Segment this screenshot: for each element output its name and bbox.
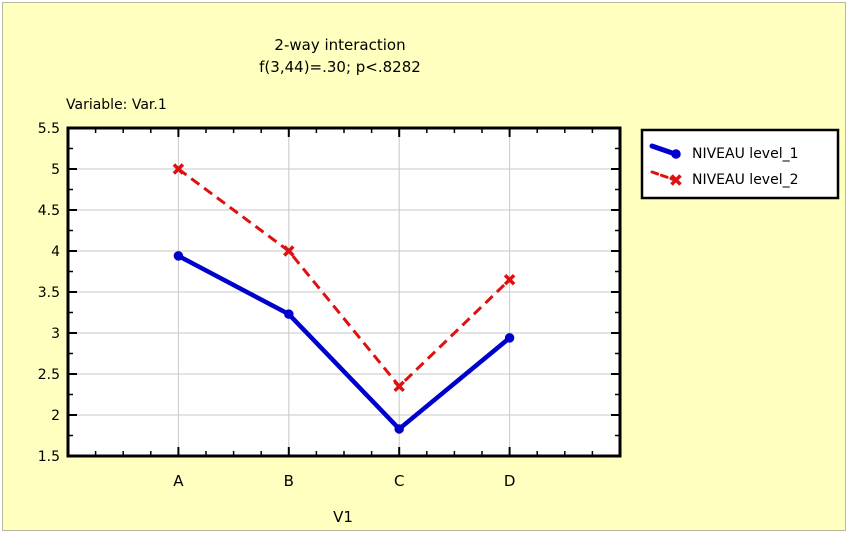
marker-stroke bbox=[670, 174, 682, 186]
x-tick-label: A bbox=[173, 472, 184, 490]
data-point-s1-A bbox=[173, 251, 184, 261]
data-point-s1-C bbox=[394, 424, 404, 434]
x-tick-label: D bbox=[504, 472, 516, 490]
legend-swatch-marker bbox=[670, 174, 682, 186]
x-tick-labels: A B C D bbox=[173, 472, 515, 490]
y-tick-label: 4 bbox=[51, 244, 60, 260]
chart-subtitle: f(3,44)=.30; p<.8282 bbox=[259, 58, 421, 76]
x-tick-label: B bbox=[284, 472, 294, 490]
legend-label: NIVEAU level_2 bbox=[692, 172, 799, 188]
y-tick-labels: 1.5 2 2.5 3 3.5 4 4.5 5 5.5 bbox=[38, 121, 60, 465]
y-tick-label: 3.5 bbox=[38, 285, 60, 301]
y-tick-label: 2.5 bbox=[38, 367, 60, 383]
legend: NIVEAU level_1 NIVEAU level_2 bbox=[640, 128, 840, 200]
marker-stroke bbox=[503, 273, 516, 286]
y-tick-label: 5 bbox=[51, 162, 60, 178]
legend-item-2: NIVEAU level_2 bbox=[650, 170, 799, 188]
y-tick-label: 4.5 bbox=[38, 203, 60, 219]
series-group bbox=[172, 163, 516, 434]
series-line-1 bbox=[177, 253, 512, 432]
data-point-s2-B bbox=[283, 245, 295, 257]
chart-title: 2-way interaction bbox=[274, 36, 405, 54]
legend-label: NIVEAU level_1 bbox=[692, 146, 799, 162]
data-point-s1-D bbox=[504, 333, 515, 343]
variable-label: Variable: Var.1 bbox=[66, 97, 167, 113]
x-axis-label: V1 bbox=[333, 508, 353, 526]
series-line-2 bbox=[177, 167, 511, 388]
marker-stroke bbox=[283, 245, 295, 257]
legend-box bbox=[640, 128, 840, 200]
marker-stroke bbox=[172, 163, 185, 175]
data-point-s2-D bbox=[503, 273, 516, 286]
y-tick-label: 5.5 bbox=[38, 121, 60, 137]
y-tick-label: 1.5 bbox=[38, 449, 60, 465]
marker-stroke bbox=[393, 380, 405, 393]
data-point-s2-C bbox=[393, 380, 405, 393]
data-point-s2-A bbox=[172, 163, 185, 175]
grid-lines bbox=[68, 128, 620, 456]
plot-border bbox=[66, 126, 622, 458]
legend-item-1: NIVEAU level_1 bbox=[649, 143, 799, 162]
legend-swatch-marker bbox=[671, 149, 681, 159]
x-tick-label: C bbox=[394, 472, 404, 490]
y-tick-label: 3 bbox=[51, 326, 60, 342]
data-point-s1-B bbox=[284, 309, 294, 319]
y-tick-label: 2 bbox=[51, 408, 60, 424]
